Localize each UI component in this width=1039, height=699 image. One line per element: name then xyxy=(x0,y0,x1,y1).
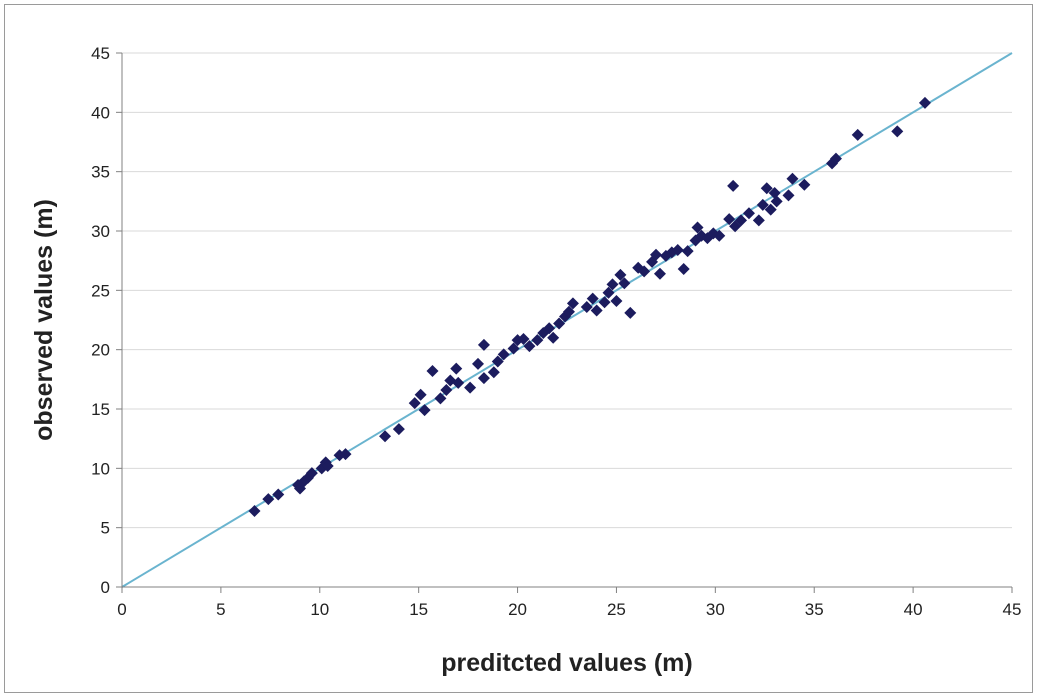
data-point-38 xyxy=(547,331,560,344)
axes xyxy=(121,53,1012,588)
data-point-6 xyxy=(294,482,306,495)
x-tick-label-6: 30 xyxy=(706,600,725,619)
data-point-69 xyxy=(723,213,736,226)
data-point-48 xyxy=(606,278,619,291)
data-point-81 xyxy=(786,172,799,185)
data-point-1 xyxy=(262,493,275,506)
data-point-68 xyxy=(713,229,726,242)
data-point-74 xyxy=(752,214,765,227)
data-point-43 xyxy=(580,300,593,313)
data-point-29 xyxy=(491,355,504,368)
data-point-27 xyxy=(477,338,490,351)
y-tick-label-5: 25 xyxy=(91,281,110,300)
x-axis-ticks: 0 5 10 15 20 25 30 35 40 45 xyxy=(117,587,1021,619)
data-point-23 xyxy=(452,376,465,389)
y-axis-ticks: 0 5 10 15 20 25 30 35 40 45 xyxy=(91,44,122,597)
y-tick-label-0: 0 xyxy=(101,578,110,597)
y-tick-label-4: 20 xyxy=(91,341,110,360)
data-point-76 xyxy=(760,182,773,195)
y-tick-label-6: 30 xyxy=(91,222,110,241)
y-tick-label-7: 35 xyxy=(91,163,110,182)
data-point-84 xyxy=(829,152,842,165)
x-tick-label-0: 0 xyxy=(117,600,126,619)
data-point-87 xyxy=(918,96,931,109)
data-point-7 xyxy=(305,467,318,480)
data-point-30 xyxy=(497,348,510,361)
data-point-64 xyxy=(691,221,704,234)
gridlines xyxy=(122,52,1012,529)
data-point-44 xyxy=(586,292,599,305)
data-point-0 xyxy=(248,505,261,518)
y-tick-label-2: 10 xyxy=(91,459,110,478)
data-point-26 xyxy=(477,372,490,385)
y-axis-label: observed values (m) xyxy=(30,199,58,441)
x-tick-label-3: 15 xyxy=(409,600,428,619)
data-point-33 xyxy=(517,332,530,345)
data-point-41 xyxy=(562,305,575,318)
data-point-45 xyxy=(590,304,603,317)
data-point-73 xyxy=(742,207,755,220)
data-point-22 xyxy=(450,362,463,375)
data-point-28 xyxy=(487,366,500,379)
x-tick-label-2: 10 xyxy=(310,600,329,619)
data-point-60 xyxy=(671,243,684,256)
data-point-14 xyxy=(392,423,405,436)
data-point-72 xyxy=(735,214,748,227)
data-point-2 xyxy=(272,488,285,501)
data-point-25 xyxy=(472,357,484,370)
data-point-75 xyxy=(756,198,769,211)
data-point-20 xyxy=(440,384,453,397)
data-point-15 xyxy=(408,397,421,410)
data-point-24 xyxy=(464,381,477,394)
y-tick-label-8: 40 xyxy=(91,103,110,122)
data-point-49 xyxy=(610,295,623,308)
y-tick-label-1: 5 xyxy=(101,519,110,538)
data-point-13 xyxy=(379,430,392,443)
x-tick-label-9: 45 xyxy=(1003,600,1022,619)
data-point-31 xyxy=(507,342,520,355)
data-point-17 xyxy=(418,404,431,417)
data-point-85 xyxy=(851,128,864,141)
data-point-35 xyxy=(531,334,544,347)
data-point-39 xyxy=(553,317,566,330)
data-points xyxy=(248,96,931,518)
data-point-54 xyxy=(638,265,651,278)
data-point-80 xyxy=(782,189,795,202)
data-point-18 xyxy=(426,365,439,378)
y-tick-label-9: 45 xyxy=(91,44,110,63)
data-point-47 xyxy=(602,286,615,299)
data-point-82 xyxy=(798,178,811,191)
data-point-56 xyxy=(650,248,662,261)
data-point-77 xyxy=(764,203,777,216)
x-tick-label-1: 5 xyxy=(216,600,225,619)
x-tick-label-8: 40 xyxy=(904,600,923,619)
data-point-42 xyxy=(566,297,579,310)
data-point-16 xyxy=(414,388,427,401)
data-point-46 xyxy=(598,296,611,309)
data-point-57 xyxy=(653,267,666,280)
x-axis-label: preditcted values (m) xyxy=(441,649,692,677)
y-tick-label-3: 15 xyxy=(91,400,110,419)
data-point-34 xyxy=(523,340,536,353)
data-point-86 xyxy=(891,125,904,138)
x-tick-label-5: 25 xyxy=(607,600,626,619)
x-tick-label-4: 20 xyxy=(508,600,527,619)
data-point-10 xyxy=(321,459,334,472)
data-point-12 xyxy=(339,448,352,461)
data-point-79 xyxy=(770,195,783,208)
data-point-19 xyxy=(434,392,447,405)
data-point-62 xyxy=(681,245,694,258)
data-point-78 xyxy=(768,187,781,200)
data-point-50 xyxy=(614,268,627,281)
data-point-51 xyxy=(618,277,631,290)
data-point-70 xyxy=(727,179,740,192)
data-point-52 xyxy=(624,306,637,319)
x-tick-label-7: 35 xyxy=(805,600,824,619)
data-point-37 xyxy=(543,322,556,335)
data-point-61 xyxy=(677,262,690,275)
